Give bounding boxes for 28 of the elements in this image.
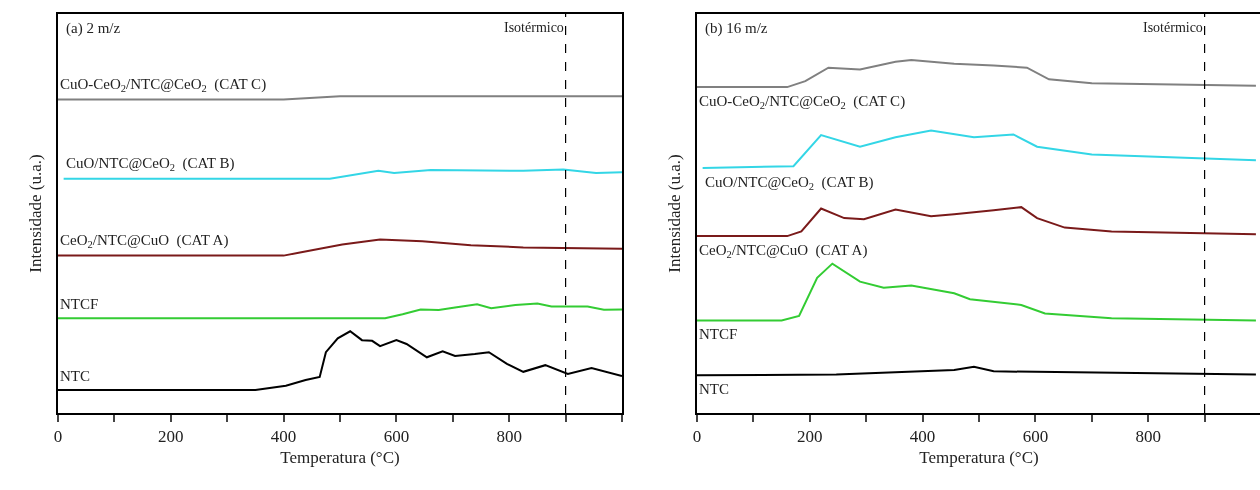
x-axis-title: Temperatura (°C) <box>919 448 1039 468</box>
series-label: CuO/NTC@CeO$_{2}$ (CAT B) <box>705 174 874 193</box>
series-label: NTCF <box>60 296 99 312</box>
x-tick-label: 200 <box>797 427 823 447</box>
y-axis-title: Intensidade (u.a.) <box>665 154 685 273</box>
ref-line-label: Isotérmico <box>1143 20 1203 35</box>
x-tick-label: 800 <box>1135 427 1161 447</box>
series-label: NTCF <box>699 326 738 342</box>
x-tick-label: 800 <box>496 427 522 447</box>
series-label: NTC <box>60 368 90 384</box>
series-label: NTC <box>699 381 729 397</box>
y-axis-title: Intensidade (u.a.) <box>26 154 46 273</box>
x-tick-label: 200 <box>158 427 184 447</box>
text: (a) 2 m/z <box>66 20 121 37</box>
text: (b) 16 m/z <box>705 20 768 37</box>
series-label: CuO-CeO$_{2}$/NTC@CeO$_{2}$ (CAT C) <box>60 76 267 95</box>
x-tick-label: 0 <box>53 427 63 447</box>
ref-line-label: Isotérmico <box>504 20 564 35</box>
x-axis-title: Temperatura (°C) <box>280 448 400 468</box>
series-label: CeO$_{2}$/NTC@CuO (CAT A) <box>699 242 868 261</box>
x-tick-label: 400 <box>270 427 297 447</box>
x-tick-label: 400 <box>909 427 936 447</box>
x-tick-label: 600 <box>1022 427 1049 447</box>
series-label: CuO/NTC@CeO$_{2}$ (CAT B) <box>66 155 235 174</box>
series-label: CeO$_{2}$/NTC@CuO (CAT A) <box>60 232 229 251</box>
series-label: CuO-CeO$_{2}$/NTC@CeO$_{2}$ (CAT C) <box>699 93 906 112</box>
x-tick-label: 600 <box>383 427 410 447</box>
x-tick-label: 0 <box>692 427 702 447</box>
